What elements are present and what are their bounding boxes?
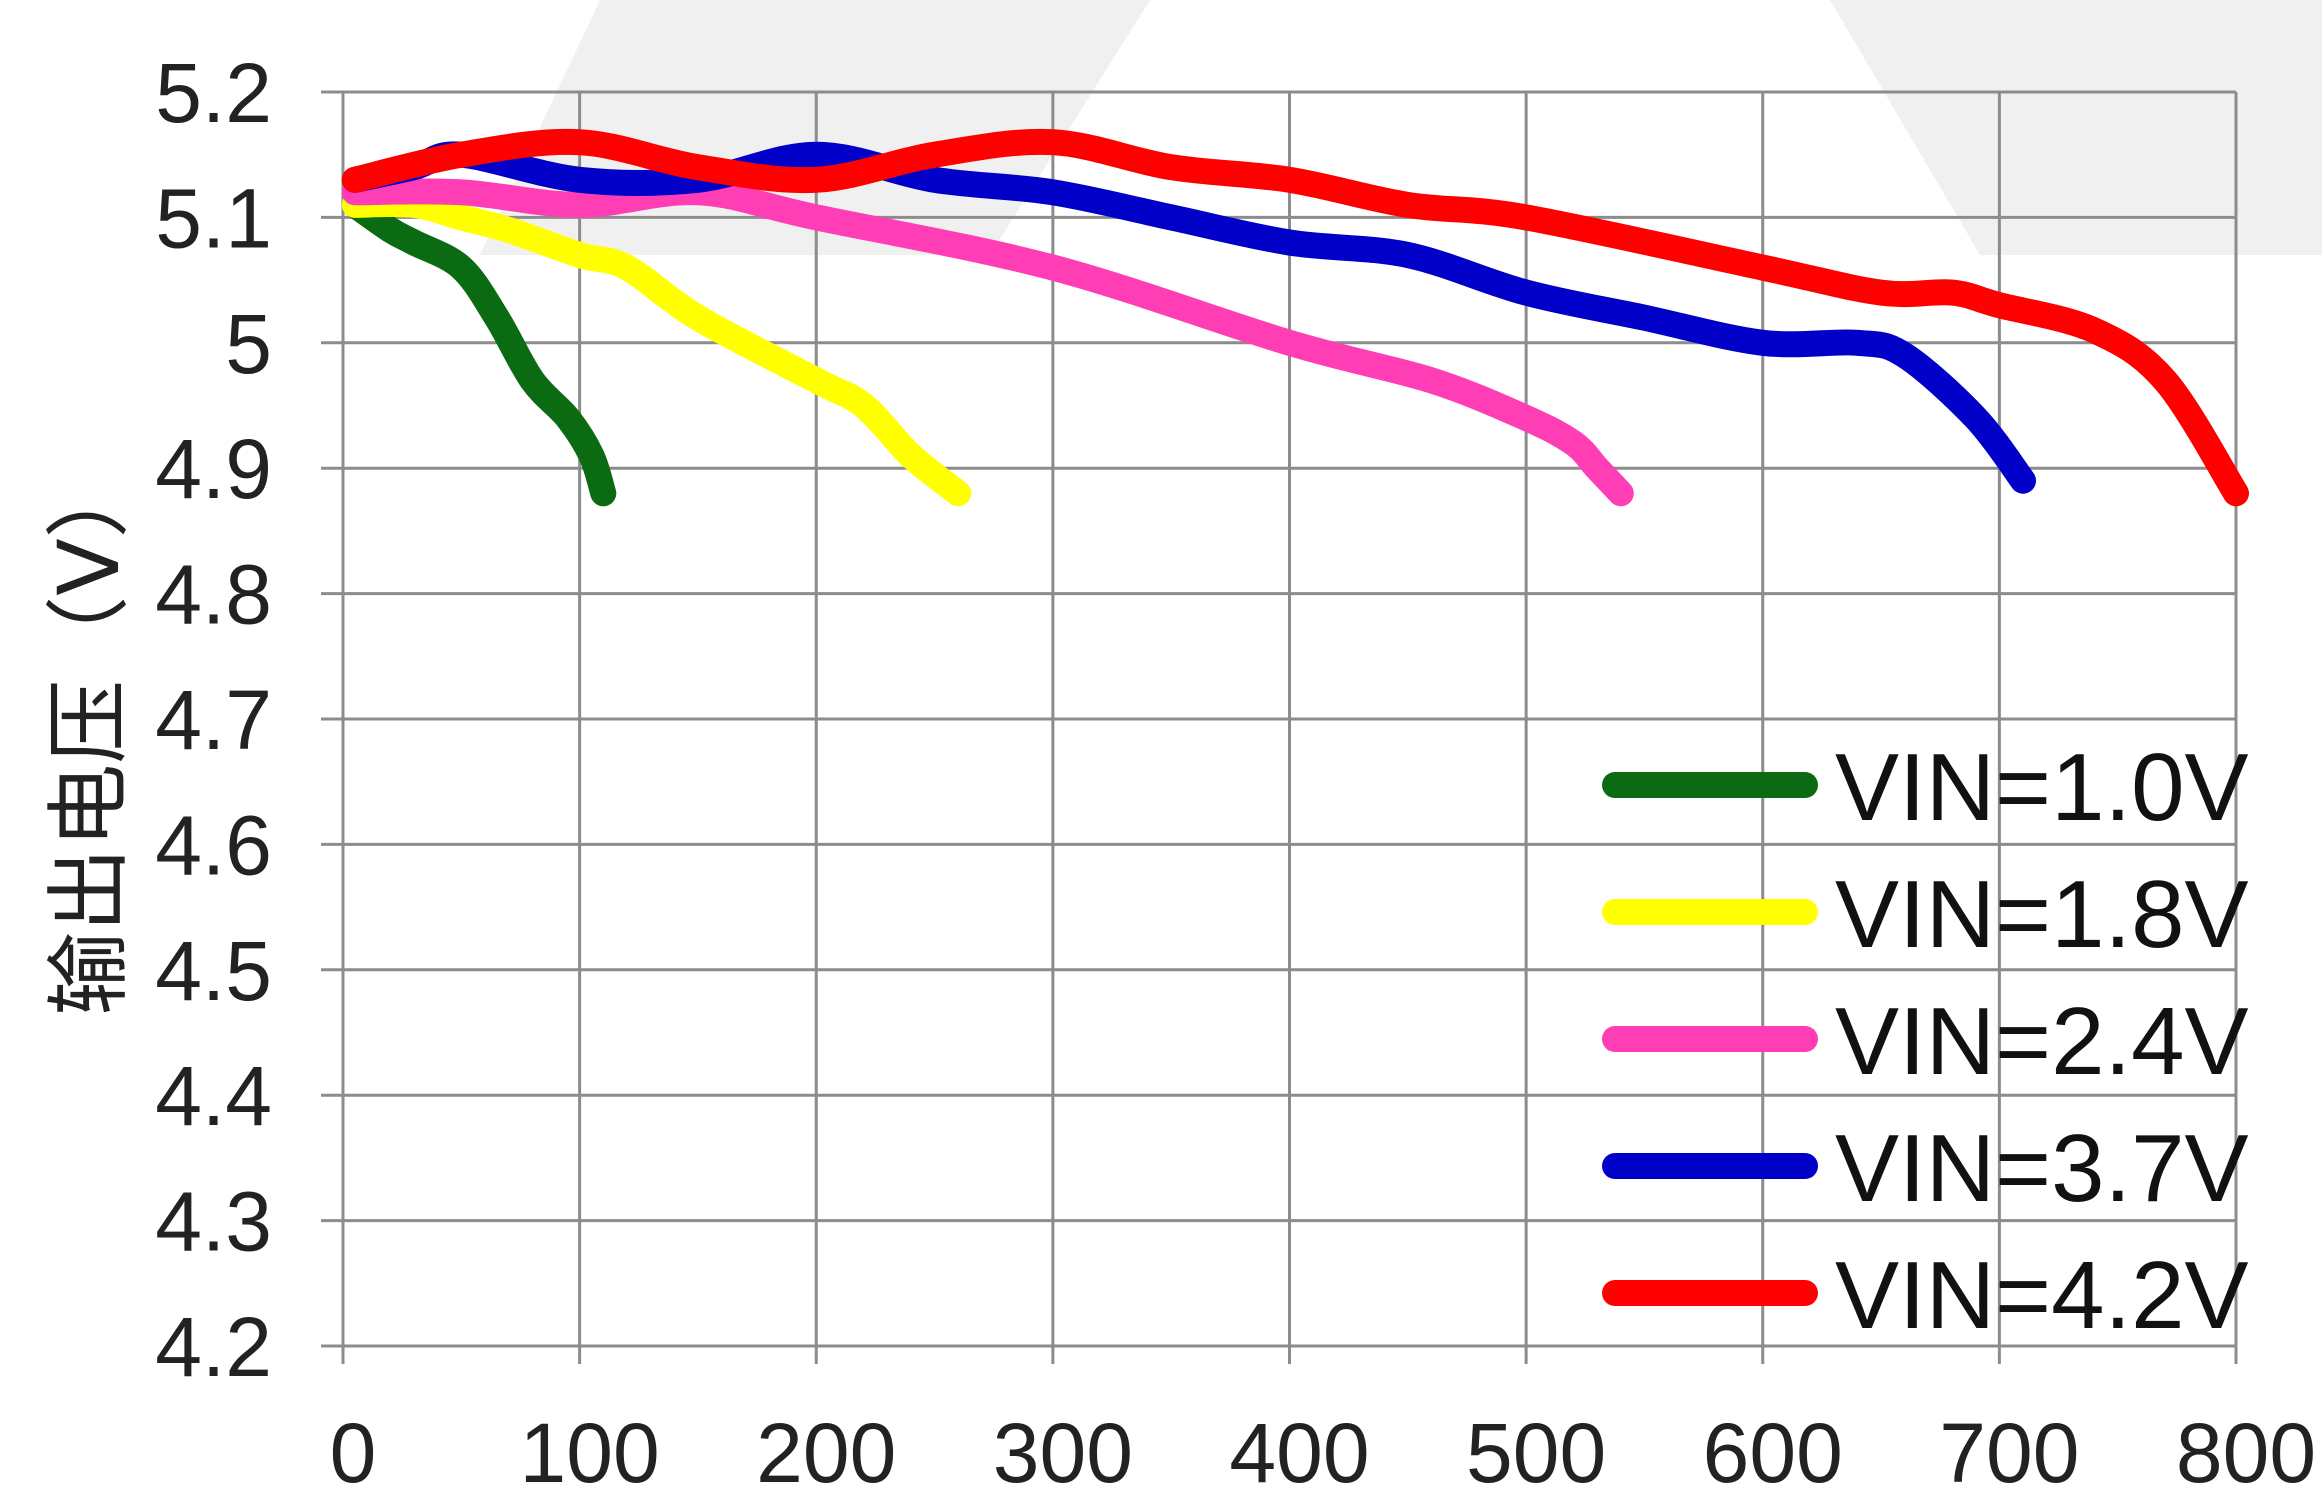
x-tick-label: 700 (1939, 1406, 2079, 1495)
series-line-vin-4-2v (341, 128, 2249, 507)
series-lines (341, 128, 2249, 507)
legend-label-vin-2-4v: VIN=2.4V (1835, 988, 2249, 1095)
y-tick-label: 4.5 (155, 924, 272, 1018)
x-tick-label: 200 (756, 1406, 896, 1495)
chart-legend: VIN=1.0V VIN=1.8V VIN=2.4V VIN=3.7V VIN=4.2V (1602, 734, 2249, 1349)
legend-label-vin-1-8v: VIN=1.8V (1835, 861, 2249, 968)
series-line-vin-1-0v (341, 191, 617, 507)
x-tick-label: 600 (1703, 1406, 1843, 1495)
series-line-vin-3-7v (341, 141, 2036, 494)
series-line-vin-1-8v (341, 190, 972, 507)
watermark-shape-right (1830, 0, 2322, 255)
legend-label-vin-4-2v: VIN=4.2V (1835, 1242, 2249, 1349)
y-tick-label: 5 (225, 297, 272, 391)
y-tick-label: 4.2 (155, 1300, 272, 1394)
x-tick-label: 400 (1229, 1406, 1369, 1495)
y-tick-label: 5.2 (155, 46, 272, 140)
x-tick-label: 100 (520, 1406, 660, 1495)
y-tick-label: 4.7 (155, 673, 272, 767)
y-tick-label: 4.8 (155, 548, 272, 642)
y-tick-label: 4.4 (155, 1049, 272, 1143)
series-line-vin-2-4v (341, 178, 1634, 507)
x-tick-label: 500 (1466, 1406, 1606, 1495)
x-tick-label: 0 (330, 1406, 377, 1495)
legend-label-vin-3-7v: VIN=3.7V (1835, 1115, 2249, 1222)
y-axis-title: 输出电压（V） (40, 454, 138, 1015)
y-tick-label: 4.3 (155, 1175, 272, 1269)
chart-grid (321, 90, 2238, 1364)
x-tick-label: 300 (993, 1406, 1133, 1495)
y-tick-label: 4.9 (155, 422, 272, 516)
y-tick-label: 5.1 (155, 171, 272, 265)
legend-label-vin-1-0v: VIN=1.0V (1835, 734, 2249, 841)
x-axis-tick-labels: 0 100 200 300 400 500 600 700 800 (330, 1406, 2316, 1495)
x-tick-label: 800 (2176, 1406, 2316, 1495)
y-tick-label: 4.6 (155, 798, 272, 892)
y-axis-tick-labels: 5.2 5.1 5 4.9 4.8 4.7 4.6 4.5 4.4 4.3 4.2 (155, 46, 272, 1394)
